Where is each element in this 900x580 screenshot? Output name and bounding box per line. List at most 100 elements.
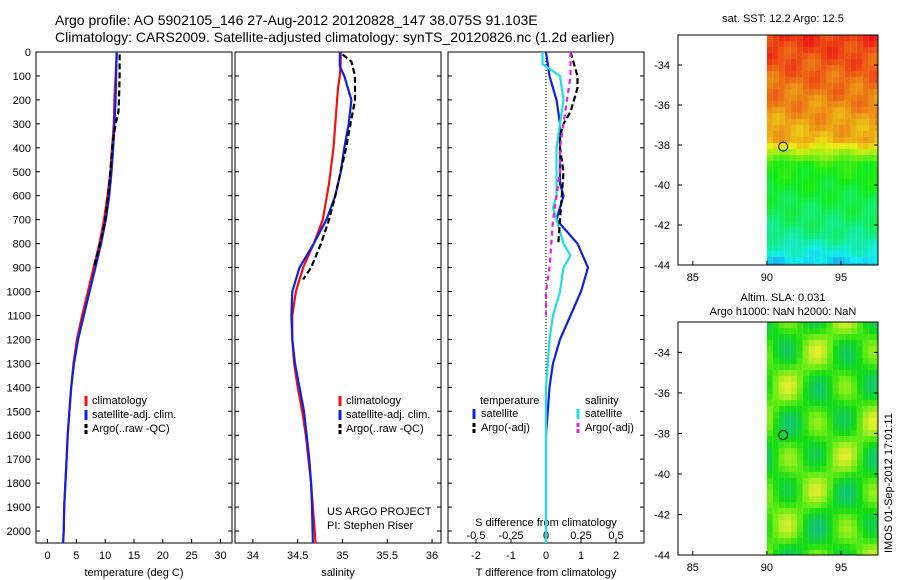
sla_map-cell: [820, 430, 827, 436]
sst_map-cell: [796, 251, 803, 257]
depth-tick-label: 200: [13, 95, 31, 107]
sst_map-cell: [772, 59, 779, 65]
sst_map-cell: [820, 197, 827, 203]
sst_map-xtick-label: 90: [761, 272, 773, 284]
sst_map-cell: [862, 203, 869, 209]
sst_map-cell: [862, 137, 869, 143]
sla_map-cell: [874, 334, 878, 340]
sla_map-cell: [868, 364, 875, 370]
sst_map-cell: [784, 65, 791, 71]
sla_map-cell: [772, 388, 779, 394]
sst_map-cell: [868, 47, 875, 53]
sla_map-cell: [808, 406, 815, 412]
sst_map-cell: [850, 185, 857, 191]
sst_map-cell: [874, 245, 878, 251]
difference-legend-label: Argo(-adj): [481, 422, 530, 434]
sla_map-cell: [808, 520, 815, 526]
sla_map-cell: [796, 478, 803, 484]
sla_map-cell: [862, 334, 869, 340]
sla_map-cell: [874, 424, 878, 430]
sst_map-cell: [802, 203, 809, 209]
sst_map-cell: [766, 77, 773, 83]
sla_map-cell: [808, 364, 815, 370]
sla_map-cell: [784, 502, 791, 508]
sst_map-cell: [862, 263, 869, 265]
sla_map-cell: [796, 466, 803, 472]
sla_map-cell: [868, 418, 875, 424]
temperature-xtick-label: 20: [157, 550, 169, 562]
difference-series-salinity-satellite: [541, 52, 572, 543]
sst_map-cell: [808, 227, 815, 233]
sst_map-cell: [820, 221, 827, 227]
sst_map-cell: [820, 227, 827, 233]
sst_map-cell: [784, 257, 791, 263]
sst_map-cell: [868, 107, 875, 113]
sst_map-cell: [838, 185, 845, 191]
sst_map-cell: [850, 59, 857, 65]
sst_map-cell: [766, 245, 773, 251]
sst_map-cell: [850, 137, 857, 143]
sla_map-cell: [838, 544, 845, 550]
sst_map-cell: [778, 233, 785, 239]
sla_map-cell: [766, 514, 773, 520]
sla_map-cell: [808, 400, 815, 406]
sla_map-cell: [766, 496, 773, 502]
sla_map-cell: [820, 496, 827, 502]
sla_map-cell: [814, 340, 821, 346]
sst_map-cell: [808, 53, 815, 59]
sla_map-cell: [856, 340, 863, 346]
sla_map-cell: [856, 550, 863, 555]
sst_map-cell: [826, 65, 833, 71]
sst_map-cell: [826, 185, 833, 191]
sla_map-cell: [778, 388, 785, 394]
sla_map-cell: [778, 334, 785, 340]
sst_map-cell: [802, 83, 809, 89]
depth-tick-label: 700: [13, 215, 31, 227]
sla_map-cell: [826, 436, 833, 442]
sla_map-cell: [820, 478, 827, 484]
sst_map-cell: [784, 203, 791, 209]
sst_map-cell: [850, 107, 857, 113]
sla_map-cell: [826, 412, 833, 418]
sst_map-cell: [862, 125, 869, 131]
sla_map-cell: [790, 526, 797, 532]
sst_map-cell: [784, 89, 791, 95]
sla_map-cell: [838, 412, 845, 418]
sst_map-cell: [784, 179, 791, 185]
sla_map-cell: [772, 334, 779, 340]
sst_map-cell: [826, 125, 833, 131]
sla_map-cell: [850, 334, 857, 340]
sla_map-cell: [832, 550, 839, 555]
sst_map-cell: [874, 131, 878, 137]
sst_map-cell: [820, 173, 827, 179]
sst_map-cell: [832, 251, 839, 257]
sla_map-cell: [772, 520, 779, 526]
sst_map-cell: [874, 251, 878, 257]
sst_map-cell: [778, 71, 785, 77]
sst_map-cell: [766, 239, 773, 245]
sst_map-cell: [826, 221, 833, 227]
sst_map-cell: [766, 35, 773, 41]
sla_map-cell: [856, 514, 863, 520]
sla_map-cell: [814, 400, 821, 406]
sla_map-cell: [796, 388, 803, 394]
sst_map-cell: [790, 245, 797, 251]
sst_map-cell: [838, 179, 845, 185]
sla_map-cell: [832, 358, 839, 364]
sst_map-cell: [868, 263, 875, 265]
sla_map-cell: [796, 340, 803, 346]
sst_map-cell: [796, 209, 803, 215]
sla_map-cell: [808, 550, 815, 555]
sst_map-cell: [832, 59, 839, 65]
sla_map-cell: [796, 334, 803, 340]
sla_map-cell: [778, 346, 785, 352]
sla_map-cell: [808, 436, 815, 442]
sla_map-cell: [832, 328, 839, 334]
sla_map-cell: [838, 472, 845, 478]
sla_map-cell: [838, 352, 845, 358]
sla_map-cell: [820, 328, 827, 334]
sst_map-cell: [838, 47, 845, 53]
sla_map-cell: [814, 430, 821, 436]
sla_map-cell: [850, 484, 857, 490]
sst_map-cell: [868, 167, 875, 173]
